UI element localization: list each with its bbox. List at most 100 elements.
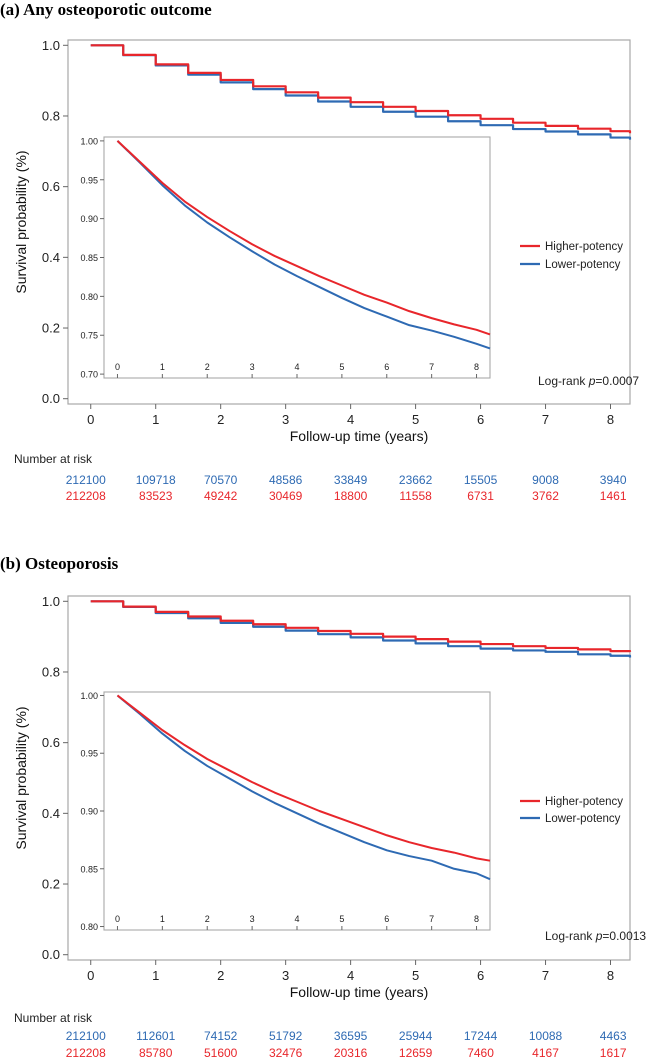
x-tick-label: 6 bbox=[477, 412, 484, 427]
x-tick-label: 6 bbox=[477, 968, 484, 983]
number-at-risk-value: 83523 bbox=[139, 489, 173, 503]
x-tick-label: 8 bbox=[607, 412, 614, 427]
number-at-risk-value: 10088 bbox=[529, 1029, 563, 1043]
number-at-risk-value: 23662 bbox=[399, 473, 433, 487]
inset-y-tick-label: 0.85 bbox=[80, 253, 98, 263]
inset-x-tick-label: 1 bbox=[160, 914, 165, 924]
inset-series-line-higher-potency bbox=[116, 694, 491, 862]
x-tick-label: 1 bbox=[152, 412, 159, 427]
y-tick-label: 0.0 bbox=[42, 391, 60, 406]
y-axis-label: Survival probability (%) bbox=[13, 150, 29, 293]
inset-x-tick-label: 3 bbox=[250, 362, 255, 372]
legend-label: Lower-potency bbox=[545, 259, 621, 271]
plot-frame bbox=[67, 39, 631, 405]
number-at-risk-title: Number at risk bbox=[14, 1011, 93, 1025]
inset-y-tick-label: 1.00 bbox=[80, 691, 98, 701]
y-tick-label: 1.0 bbox=[42, 594, 60, 609]
inset-series-line-lower-potency bbox=[116, 140, 491, 350]
inset-y-tick-label: 0.95 bbox=[80, 749, 98, 759]
number-at-risk-value: 3940 bbox=[600, 473, 627, 487]
number-at-risk-value: 9008 bbox=[532, 473, 559, 487]
inset-y-tick-label: 0.85 bbox=[80, 864, 98, 874]
x-tick-label: 2 bbox=[217, 968, 224, 983]
inset-x-tick-label: 0 bbox=[115, 362, 120, 372]
legend-label: Higher-potency bbox=[545, 796, 623, 808]
number-at-risk-value: 85780 bbox=[139, 1046, 173, 1060]
number-at-risk-value: 7460 bbox=[467, 1046, 494, 1060]
y-tick-label: 0.4 bbox=[42, 806, 60, 821]
x-tick-label: 0 bbox=[87, 968, 94, 983]
number-at-risk-value: 25944 bbox=[399, 1029, 433, 1043]
legend-label: Lower-potency bbox=[545, 813, 621, 825]
number-at-risk-value: 4463 bbox=[600, 1029, 627, 1043]
inset-x-tick-label: 2 bbox=[205, 362, 210, 372]
inset-x-tick-label: 3 bbox=[250, 914, 255, 924]
series-line-lower-potency bbox=[90, 600, 632, 658]
number-at-risk-value: 4167 bbox=[532, 1046, 559, 1060]
number-at-risk-value: 48586 bbox=[269, 473, 303, 487]
y-tick-label: 0.2 bbox=[42, 877, 60, 892]
y-tick-label: 0.6 bbox=[42, 179, 60, 194]
y-axis-label: Survival probability (%) bbox=[13, 706, 29, 849]
number-at-risk-value: 12659 bbox=[399, 1046, 433, 1060]
legend-label: Higher-potency bbox=[545, 241, 623, 253]
number-at-risk-value: 30469 bbox=[269, 489, 303, 503]
number-at-risk-table: Number at risk 212100 112601 74152 51792 3659… bbox=[14, 1011, 627, 1060]
number-at-risk-value: 109718 bbox=[136, 473, 176, 487]
logrank-text: Log-rank p=0.0013 bbox=[545, 929, 646, 943]
series-line-higher-potency bbox=[90, 600, 632, 653]
inset-x-tick-label: 1 bbox=[160, 362, 165, 372]
inset-frame bbox=[103, 136, 491, 379]
x-tick-label: 8 bbox=[607, 968, 614, 983]
number-at-risk-value: 212208 bbox=[66, 1046, 106, 1060]
inset-x-tick-label: 8 bbox=[474, 362, 479, 372]
inset-x-tick-label: 6 bbox=[384, 914, 389, 924]
number-at-risk-value: 15505 bbox=[464, 473, 498, 487]
x-tick-label: 1 bbox=[152, 968, 159, 983]
number-at-risk-value: 17244 bbox=[464, 1029, 498, 1043]
inset-frame bbox=[103, 691, 491, 931]
number-at-risk-value: 51792 bbox=[269, 1029, 303, 1043]
inset-y-tick-label: 0.75 bbox=[80, 331, 98, 341]
inset-y-tick-label: 0.90 bbox=[80, 807, 98, 817]
number-at-risk-value: 18800 bbox=[334, 489, 368, 503]
inset-x-tick-label: 0 bbox=[115, 914, 120, 924]
y-tick-label: 1.0 bbox=[42, 38, 60, 53]
number-at-risk-value: 36595 bbox=[334, 1029, 368, 1043]
x-tick-label: 3 bbox=[282, 412, 289, 427]
number-at-risk-value: 20316 bbox=[334, 1046, 368, 1060]
number-at-risk-value: 70570 bbox=[204, 473, 238, 487]
legend: Higher-potency Lower-potency bbox=[520, 241, 623, 271]
inset-x-tick-label: 4 bbox=[294, 914, 299, 924]
inset-x-tick-label: 5 bbox=[339, 362, 344, 372]
number-at-risk-value: 212100 bbox=[66, 473, 106, 487]
inset-y-tick-label: 0.80 bbox=[80, 922, 98, 932]
panel-title: (b) Osteoporosis bbox=[0, 554, 119, 573]
y-tick-label: 0.4 bbox=[42, 250, 60, 265]
number-at-risk-value: 212208 bbox=[66, 489, 106, 503]
inset-series-line-lower-potency bbox=[116, 694, 491, 881]
inset-y-tick-label: 1.00 bbox=[80, 136, 98, 146]
number-at-risk-value: 3762 bbox=[532, 489, 559, 503]
x-tick-label: 5 bbox=[412, 968, 419, 983]
inset-x-tick-label: 7 bbox=[429, 914, 434, 924]
panel-a: (a) Any osteoporotic outcome 0.0 0.2 0.4 0.6… bbox=[0, 0, 639, 503]
x-tick-label: 2 bbox=[217, 412, 224, 427]
y-tick-label: 0.0 bbox=[42, 947, 60, 962]
number-at-risk-title: Number at risk bbox=[14, 452, 93, 466]
inset-y-tick-label: 0.80 bbox=[80, 292, 98, 302]
plot-frame bbox=[67, 595, 631, 961]
number-at-risk-value: 6731 bbox=[467, 489, 494, 503]
inset-x-tick-label: 5 bbox=[339, 914, 344, 924]
series-line-higher-potency bbox=[90, 44, 632, 134]
number-at-risk-value: 33849 bbox=[334, 473, 368, 487]
x-tick-label: 3 bbox=[282, 968, 289, 983]
number-at-risk-value: 1617 bbox=[600, 1046, 627, 1060]
y-tick-label: 0.8 bbox=[42, 108, 60, 123]
inset-y-tick-label: 0.70 bbox=[80, 370, 98, 380]
number-at-risk-value: 51600 bbox=[204, 1046, 238, 1060]
panel-title: (a) Any osteoporotic outcome bbox=[0, 0, 212, 19]
inset-x-tick-label: 8 bbox=[474, 914, 479, 924]
